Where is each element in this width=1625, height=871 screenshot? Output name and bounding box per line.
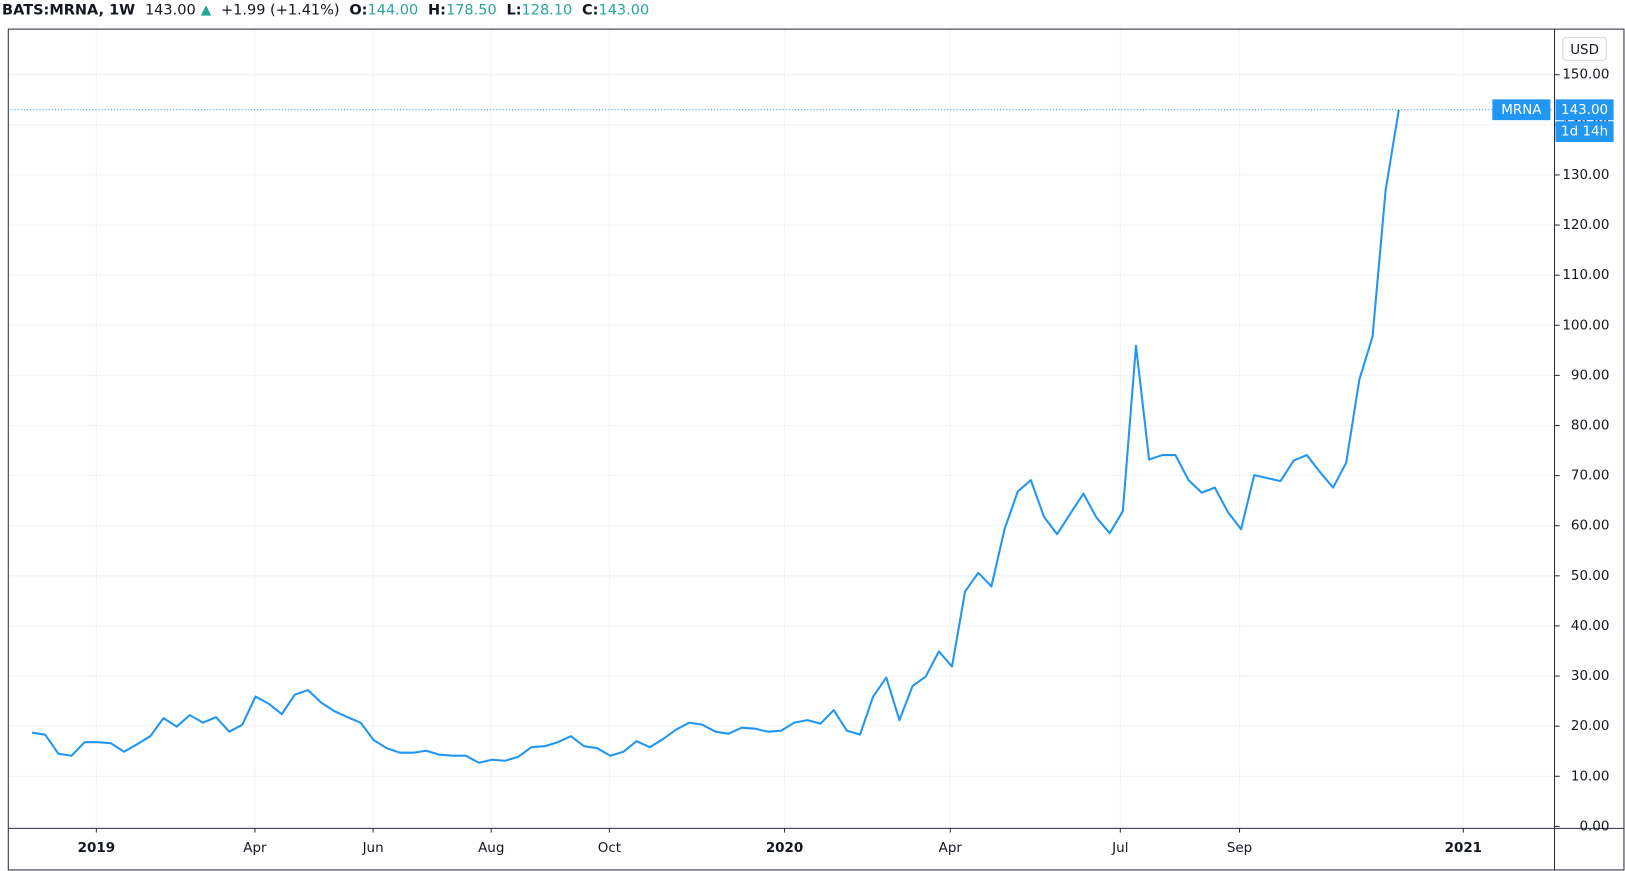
- ohlc-label: O:: [349, 2, 367, 18]
- x-tick-label: Oct: [598, 840, 621, 856]
- x-tick-label: Apr: [243, 840, 267, 856]
- countdown: 1d 14h: [1561, 124, 1608, 140]
- y-tick-label: 120.00: [1562, 217, 1609, 233]
- y-tick-label: 60.00: [1571, 518, 1610, 534]
- ohlc-label: C:: [582, 2, 598, 18]
- x-tick-label: 2020: [766, 840, 803, 856]
- y-tick-label: 100.00: [1562, 317, 1609, 333]
- ohlc-value: 178.50: [446, 2, 497, 18]
- up-arrow-icon: [200, 5, 212, 16]
- y-tick-label: 150.00: [1562, 67, 1609, 83]
- x-tick-label: Jun: [362, 840, 384, 856]
- y-tick-label: 70.00: [1571, 468, 1610, 484]
- y-tick-label: 110.00: [1562, 267, 1609, 283]
- grid: [8, 29, 1555, 829]
- x-tick-label: Apr: [939, 840, 963, 856]
- ohlc-value: 144.00: [368, 2, 419, 18]
- ohlc-label: L:: [506, 2, 521, 18]
- y-tick-label: 40.00: [1571, 618, 1610, 634]
- y-tick-label: 0.00: [1579, 818, 1609, 834]
- x-tick-label: 2021: [1445, 840, 1482, 856]
- ohlc-value: 143.00: [598, 2, 649, 18]
- symbol: BATS:MRNA, 1W: [2, 2, 135, 18]
- y-tick-label: 130.00: [1562, 167, 1609, 183]
- x-tick-label: Aug: [478, 840, 504, 856]
- currency[interactable]: USD: [1570, 42, 1599, 58]
- x-tick-label: Sep: [1227, 840, 1252, 856]
- countdown-tag: [1555, 121, 1614, 143]
- last-value-tag: [1555, 99, 1614, 121]
- ohlc-value: 128.10: [522, 2, 573, 18]
- currency-button[interactable]: [1562, 36, 1607, 61]
- series-name: MRNA: [1501, 102, 1542, 118]
- y-tick-label: 80.00: [1571, 417, 1610, 433]
- y-tick-label: 90.00: [1571, 367, 1610, 383]
- x-tick-label: Jul: [1111, 840, 1128, 856]
- last-value-label: 143.00: [1561, 102, 1608, 118]
- frame: [7, 28, 1625, 871]
- ohlc-label: H:: [428, 2, 446, 18]
- last-price: 143.00: [145, 2, 196, 18]
- y-tick-label: 20.00: [1571, 718, 1610, 734]
- series-name-tag: [1492, 99, 1551, 121]
- header: BATS:MRNA, 1W 143.00 +1.99 (+1.41%) O:14…: [2, 2, 649, 18]
- x-tick-label: 2019: [78, 840, 115, 856]
- y-tick-label: 30.00: [1571, 668, 1610, 684]
- price-line: [31, 109, 1400, 764]
- y-tick-label: 10.00: [1571, 768, 1610, 784]
- y-tick-label: 50.00: [1571, 568, 1610, 584]
- change: +1.99 (+1.41%): [221, 2, 340, 18]
